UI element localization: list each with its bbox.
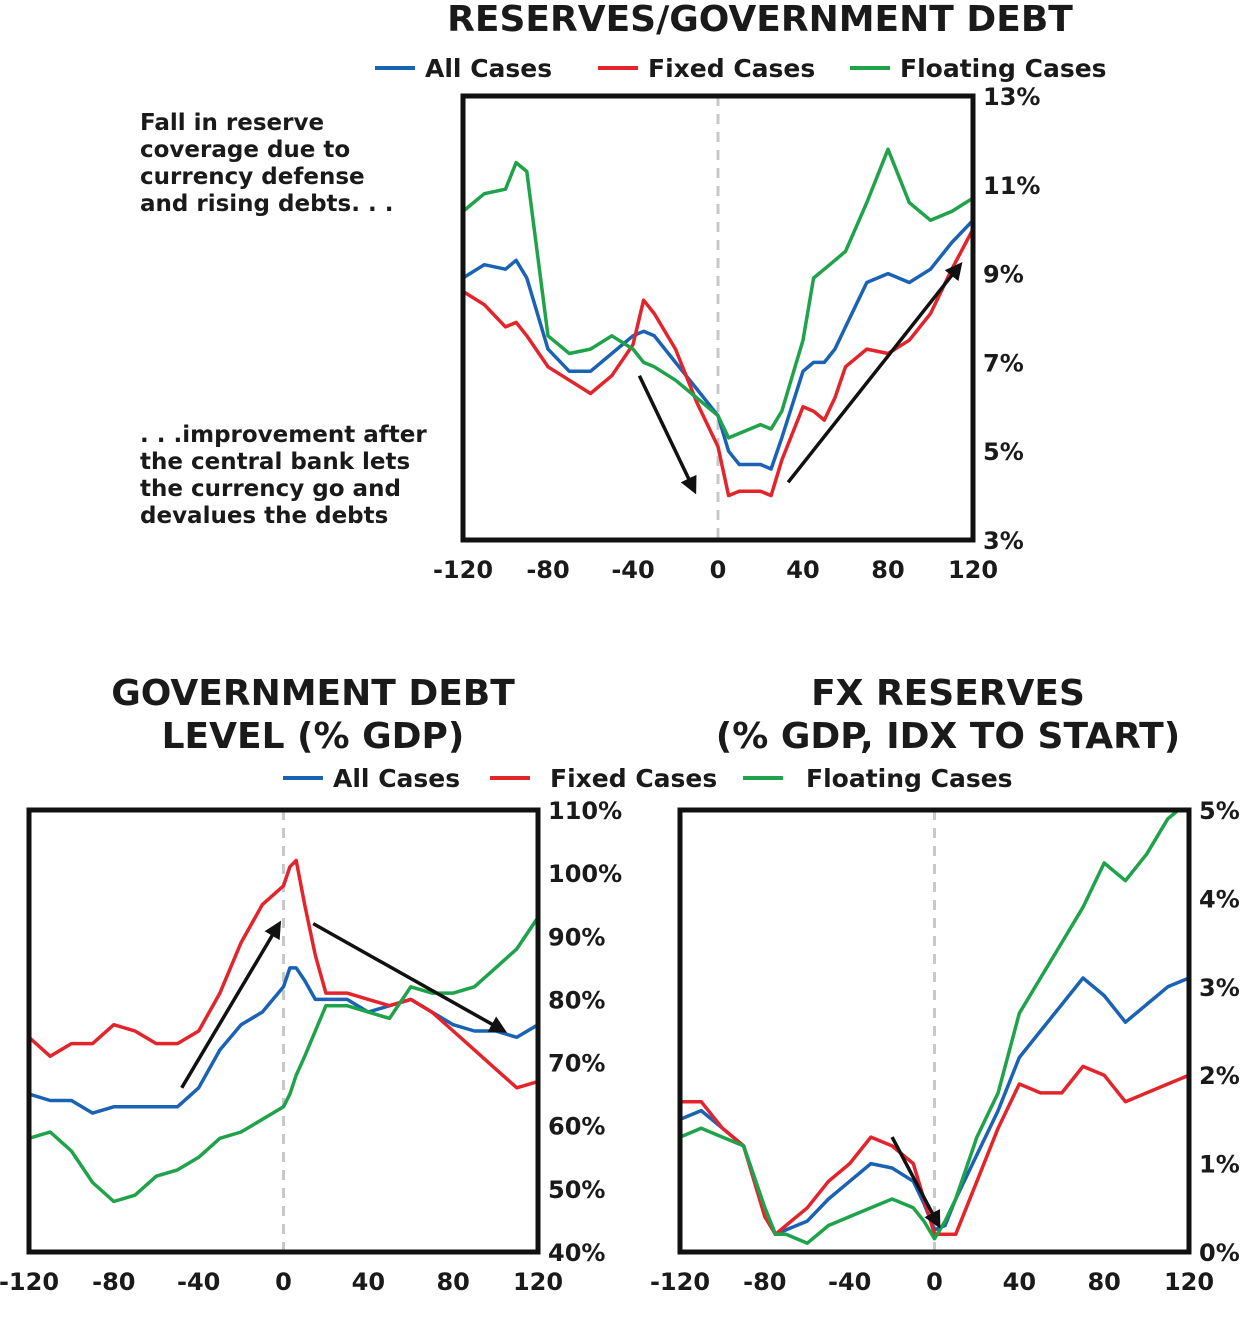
chart1-series-all-cases [463,218,973,471]
chart2-y-tick-label: 70% [548,1050,605,1078]
chart3-x-tick-label: 120 [1164,1268,1214,1296]
chart3-x-tick-label: 80 [1087,1268,1120,1296]
chart3-y-tick-label: 1% [1199,1151,1240,1179]
chart2-series-all-cases [29,966,538,1115]
chart2-series-floating-cases [29,915,538,1204]
chart3-y-tick-label: 0% [1199,1239,1240,1267]
chart2-y-tick-label: 80% [548,986,605,1014]
chart3-y-tick-label: 3% [1199,974,1240,1002]
annotation-line: coverage due to [140,137,350,163]
chart3-x-tick-label: 40 [1003,1268,1036,1296]
chart3-annotation-arrow [890,1136,941,1229]
annotation-line: the currency go and [140,476,401,502]
annotation-line: the central bank lets [140,449,410,475]
annotation-line: and rising debts. . . [140,191,393,217]
chart2-y-tick-label: 60% [548,1113,605,1141]
chart1-x-tick-label: -120 [433,556,493,584]
annotation-line: . . .improvement after [140,422,427,448]
chart2-x-tick-label: 120 [513,1268,563,1296]
chart3-frame [677,807,1192,1255]
chart2-frame [26,807,541,1255]
chart2-legend: All Cases Fixed Cases Floating Cases [283,764,1013,793]
chart2-annotation-arrow [180,920,282,1089]
annotation-line: devalues the debts [140,503,388,529]
chart3-y-tick-label: 4% [1199,885,1240,913]
legend1-label-fixed: Fixed Cases [648,54,815,83]
chart2-x-tick-label: -80 [92,1268,135,1296]
chart3-x-tick-label: 0 [926,1268,943,1296]
chart2-y-tick-label: 40% [548,1239,605,1267]
chart1-series-fixed-cases [463,227,973,498]
chart3-x-tick-label: -80 [743,1268,786,1296]
chart1-y-tick-label: 5% [983,438,1024,466]
chart2-y-tick-label: 100% [548,860,622,888]
chart2-subtitle: LEVEL (% GDP) [162,716,465,757]
chart3-y-tick-label: 2% [1199,1062,1240,1090]
chart1-x-tick-label: 40 [786,556,819,584]
chart3-subtitle: (% GDP, IDX TO START) [716,716,1180,757]
chart3-title: FX RESERVES [811,673,1085,714]
chart1-x-tick-label: -40 [611,556,654,584]
chart2-x-tick-label: 80 [436,1268,469,1296]
chart1-title: RESERVES/GOVERNMENT DEBT [447,0,1073,40]
legend2-label-fixed: Fixed Cases [550,764,717,793]
chart2-x-tick-label: 40 [352,1268,385,1296]
chart1-y-tick-label: 7% [983,349,1024,377]
chart1-y-tick-label: 13% [983,83,1040,111]
chart1-x-tick-label: 0 [710,556,727,584]
chart3-series-floating-cases [680,810,1182,1245]
chart2-title: GOVERNMENT DEBT [111,673,515,714]
chart3-y-tick-label: 5% [1199,797,1240,825]
chart2-y-tick-label: 50% [548,1176,605,1204]
chart1-series-floating-cases [463,147,973,440]
chart2-y-tick-label: 90% [548,923,605,951]
chart2-annotation-arrow [312,922,508,1033]
chart1-y-tick-label: 3% [983,527,1024,555]
chart1-x-tick-label: 80 [871,556,904,584]
chart2-x-tick-label: 0 [275,1268,292,1296]
chart1-x-tick-label: -80 [526,556,569,584]
chart1-y-tick-label: 9% [983,261,1024,289]
chart1-annotation-top: Fall in reserve coverage due to currency… [140,110,393,217]
chart1-annotation-bottom: . . .improvement after the central bank … [140,422,427,529]
chart3-x-tick-label: -40 [828,1268,871,1296]
legend1-label-floating: Floating Cases [900,54,1107,83]
chart3-x-tick-label: -120 [650,1268,710,1296]
chart2-series-fixed-cases [29,858,538,1090]
legend2-label-floating: Floating Cases [806,764,1013,793]
chart2-x-tick-label: -40 [177,1268,220,1296]
chart2-y-tick-label: 110% [548,797,622,825]
chart1-frame [460,93,976,543]
chart2-x-tick-label: -120 [0,1268,59,1296]
annotation-line: currency defense [140,164,365,190]
chart1-x-tick-label: 120 [948,556,998,584]
chart1-y-tick-label: 11% [983,172,1040,200]
chart1-annotation-arrow [637,374,697,495]
annotation-line: Fall in reserve [140,110,324,136]
legend2-label-all: All Cases [333,764,460,793]
chart1-annotation-arrow [786,261,963,484]
chart1-legend: All Cases Fixed Cases Floating Cases [375,54,1107,83]
legend1-label-all: All Cases [425,54,552,83]
